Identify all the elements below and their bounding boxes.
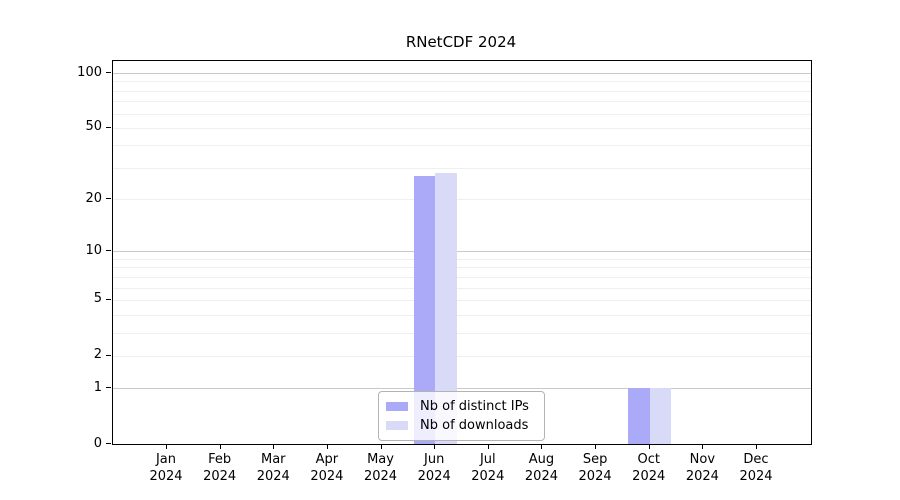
y-axis-tick [106, 198, 111, 200]
minor-gridline [113, 101, 811, 103]
y-axis-tick-label: 100 [77, 64, 102, 80]
y-axis-tick [106, 250, 111, 252]
y-axis-tick-label: 20 [85, 190, 102, 206]
minor-gridline [113, 90, 811, 92]
minor-gridline [113, 267, 811, 269]
bar-nb-of-distinct-ips-oct [628, 388, 650, 444]
chart-title: RNetCDF 2024 [405, 33, 517, 51]
month-label: Feb [208, 452, 232, 467]
major-gridline [113, 73, 811, 74]
x-axis-tick [273, 444, 275, 449]
x-axis-tick-label: Aug 2024 [509, 451, 573, 485]
month-label: Nov [689, 452, 716, 467]
y-axis-tick-label: 1 [93, 379, 102, 395]
x-axis-tick-label: May 2024 [349, 451, 413, 485]
legend: Nb of distinct IPs Nb of downloads [378, 391, 545, 441]
month-label: Oct [637, 452, 660, 467]
y-axis-tick-label: 10 [85, 242, 102, 258]
legend-label: Nb of distinct IPs [420, 399, 529, 414]
legend-item: Nb of distinct IPs [386, 397, 536, 416]
year-label: 2024 [471, 469, 505, 484]
year-label: 2024 [578, 469, 612, 484]
year-label: 2024 [149, 469, 183, 484]
x-axis-tick-label: Mar 2024 [241, 451, 305, 485]
minor-gridline [113, 276, 811, 278]
month-label: Jul [479, 452, 496, 467]
y-axis-tick [106, 298, 111, 300]
x-axis-tick-label: Feb 2024 [188, 451, 252, 485]
x-axis-tick [487, 444, 489, 449]
year-label: 2024 [310, 469, 344, 484]
legend-swatch-icon [386, 402, 408, 411]
y-axis-tick [106, 443, 111, 444]
major-gridline [113, 251, 811, 253]
major-gridline [113, 388, 811, 390]
minor-gridline [113, 167, 811, 169]
month-label: Dec [743, 452, 769, 467]
minor-gridline [113, 314, 811, 316]
legend-swatch-icon [386, 421, 408, 430]
x-axis-tick-label: Sep 2024 [563, 451, 627, 485]
minor-gridline [113, 355, 811, 357]
minor-gridline [113, 113, 811, 115]
x-axis-tick [326, 444, 328, 449]
minor-gridline [113, 332, 811, 334]
month-label: May [367, 452, 394, 467]
y-axis-tick-label: 0 [93, 435, 102, 451]
minor-gridline [113, 145, 811, 147]
y-axis-tick [106, 354, 111, 356]
x-axis-tick [541, 444, 543, 449]
month-label: Aug [528, 452, 555, 467]
minor-gridline [113, 199, 811, 201]
x-axis-tick [219, 444, 221, 449]
minor-gridline [113, 127, 811, 129]
minor-gridline [113, 299, 811, 301]
month-label: Jun [424, 452, 445, 467]
month-label: Jan [155, 452, 177, 467]
minor-gridline [113, 258, 811, 260]
legend-label: Nb of downloads [420, 418, 529, 433]
year-label: 2024 [417, 469, 451, 484]
x-axis-tick [702, 444, 704, 449]
x-axis-tick [166, 444, 167, 449]
y-axis-tick-label: 2 [93, 347, 102, 363]
x-axis-tick-label: Jun 2024 [402, 451, 466, 485]
year-label: 2024 [739, 469, 773, 484]
y-axis-tick-label: 5 [93, 291, 102, 307]
plot-area [112, 60, 812, 445]
minor-gridline [113, 81, 811, 83]
month-label: Apr [315, 452, 339, 467]
month-label: Sep [582, 452, 608, 467]
x-axis-tick-label: Nov 2024 [670, 451, 734, 485]
year-label: 2024 [203, 469, 237, 484]
bar-nb-of-distinct-ips-jun [413, 176, 436, 444]
x-axis-tick-label: Oct 2024 [617, 451, 681, 485]
year-label: 2024 [363, 469, 398, 484]
plot-canvas [113, 61, 811, 444]
x-axis-tick [434, 444, 436, 449]
year-label: 2024 [632, 469, 666, 484]
year-label: 2024 [256, 469, 290, 484]
x-axis-tick [380, 444, 382, 449]
x-axis-tick-label: Jan 2024 [134, 451, 198, 485]
y-axis-tick [106, 387, 111, 389]
x-axis-tick-label: Apr 2024 [295, 451, 359, 485]
x-axis-tick-label: Dec 2024 [724, 451, 788, 485]
y-axis-tick [106, 126, 111, 128]
legend-item: Nb of downloads [386, 416, 536, 435]
bar-nb-of-downloads-oct [649, 388, 672, 444]
year-label: 2024 [685, 469, 719, 484]
y-axis-tick [106, 72, 111, 73]
x-axis-tick [756, 444, 757, 449]
x-axis-tick [648, 444, 650, 449]
minor-gridline [113, 287, 811, 289]
y-axis-tick-label: 50 [85, 119, 102, 135]
x-axis-tick-label: Jul 2024 [456, 451, 520, 485]
bar-nb-of-downloads-jun [435, 173, 457, 444]
month-label: Mar [261, 452, 286, 467]
x-axis-tick [595, 444, 597, 449]
year-label: 2024 [524, 469, 558, 484]
